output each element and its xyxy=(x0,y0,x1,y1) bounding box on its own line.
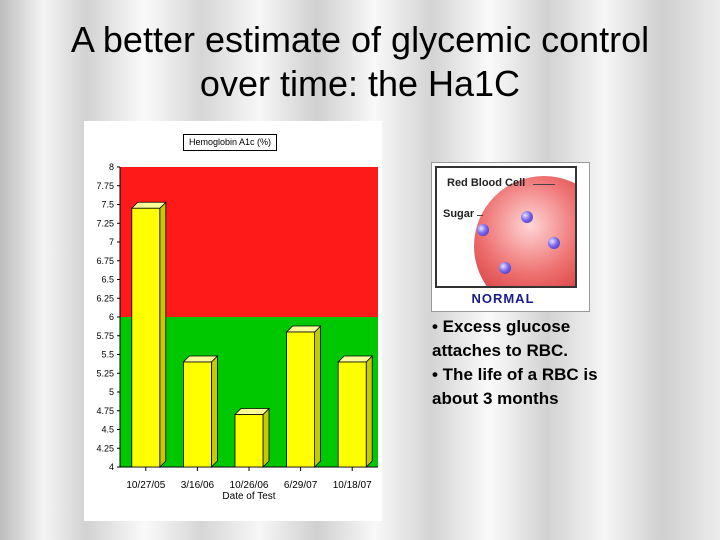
rbc-sugar-label: Sugar xyxy=(443,208,475,220)
bar-top xyxy=(130,201,167,209)
rbc-diagram-frame: Red Blood Cell Sugar xyxy=(435,166,577,288)
bar-side xyxy=(314,325,322,468)
sugar-molecule-icon xyxy=(477,224,489,236)
slide-title-line-1: A better estimate of glycemic control xyxy=(70,19,650,60)
y-tick-label: 6.5 xyxy=(101,275,114,285)
x-tick-label: 6/29/07 xyxy=(284,480,318,491)
bar xyxy=(131,207,161,468)
bullet-line: • The life of a RBC is xyxy=(432,365,598,384)
y-tick-label: 6.75 xyxy=(96,256,114,266)
chart-legend: Hemoglobin A1c (%) xyxy=(183,134,278,151)
bar-side xyxy=(159,201,167,468)
x-tick-label: 3/16/06 xyxy=(181,480,215,491)
bar-side xyxy=(211,355,218,468)
y-tick-label: 5.25 xyxy=(96,368,114,378)
bullet-line: about 3 months xyxy=(432,389,559,408)
y-tick-label: 4.25 xyxy=(96,443,114,453)
y-tick-label: 7.5 xyxy=(101,200,114,210)
cell-label-pointer xyxy=(533,184,555,185)
y-tick-label: 4.5 xyxy=(101,425,114,435)
y-tick-label: 6.25 xyxy=(96,293,114,303)
y-tick-label: 6 xyxy=(109,312,114,322)
slide-title: A better estimate of glycemic control ov… xyxy=(0,18,720,106)
y-tick-label: 4.75 xyxy=(96,406,114,416)
bar-top xyxy=(337,355,374,363)
bar xyxy=(234,414,264,468)
bar-side xyxy=(262,407,270,468)
bar-top xyxy=(285,325,322,333)
bullet-list: • Excess glucose attaches to RBC. • The … xyxy=(432,315,702,411)
x-axis-label: Date of Test xyxy=(222,491,275,502)
bullet-line: • Excess glucose xyxy=(432,317,571,336)
rbc-status-label: NORMAL xyxy=(471,291,535,306)
sugar-label-pointer xyxy=(477,215,483,216)
hba1c-chart-panel: 4 4.25 4.5 4.75 5 5.25 5.5 5.75 6 6.25 6.5 6.75 7 7.2… xyxy=(84,121,382,521)
sugar-molecule-icon xyxy=(521,211,533,223)
hba1c-bar-chart: 4 4.25 4.5 4.75 5 5.25 5.5 5.75 6 6.25 6.5 6.75 7 7.2… xyxy=(96,162,378,502)
x-tick-label: 10/18/07 xyxy=(333,480,372,491)
y-tick-label: 8 xyxy=(109,162,114,172)
bullet-line: attaches to RBC. xyxy=(432,341,569,360)
y-tick-label: 7.75 xyxy=(96,181,114,191)
red-blood-cell-shape xyxy=(474,176,575,286)
bar xyxy=(183,361,212,468)
bar-top xyxy=(234,408,270,415)
rbc-cell-label: Red Blood Cell xyxy=(447,177,526,189)
rbc-illustration: Red Blood Cell Sugar NORMAL xyxy=(431,162,590,312)
sugar-molecule-icon xyxy=(499,262,511,274)
sugar-molecule-icon xyxy=(548,237,560,249)
bar xyxy=(337,361,367,468)
y-tick-label: 5 xyxy=(109,387,114,397)
bar-top xyxy=(182,355,219,363)
x-tick-label: 10/27/05 xyxy=(126,480,165,491)
bar xyxy=(286,331,316,468)
y-tick-label: 4 xyxy=(109,462,114,472)
y-tick-label: 7.25 xyxy=(96,218,114,228)
y-tick-label: 5.75 xyxy=(96,331,114,341)
x-tick-label: 10/26/06 xyxy=(230,480,269,491)
slide-title-line-2: over time: the Ha1C xyxy=(199,63,521,104)
bar-side xyxy=(365,355,373,468)
y-tick-label: 5.5 xyxy=(101,350,114,360)
y-tick-label: 7 xyxy=(109,237,114,247)
